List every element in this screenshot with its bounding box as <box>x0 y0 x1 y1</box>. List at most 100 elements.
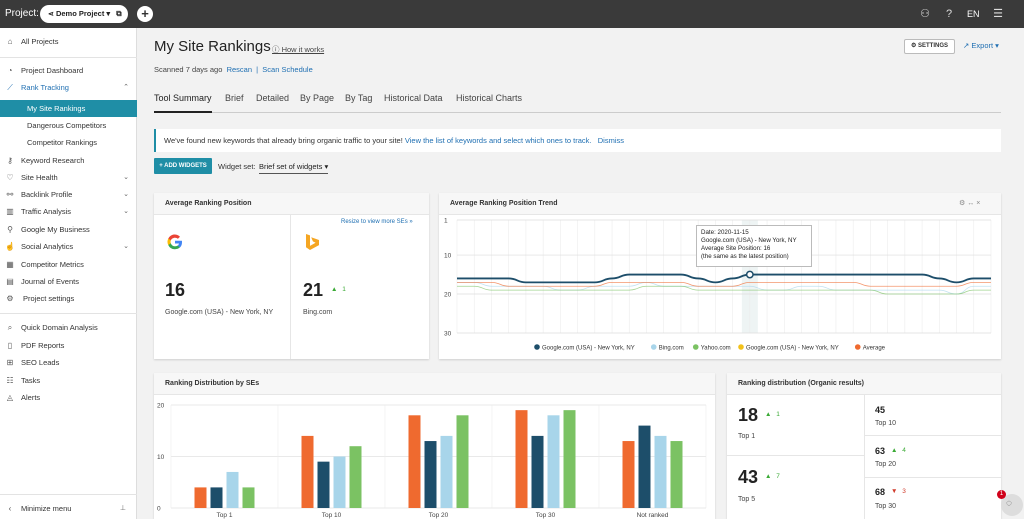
y-tick-label: 10 <box>444 253 452 260</box>
external-link-icon[interactable]: ⧉ <box>116 9 122 18</box>
sidebar-item-project-dashboard[interactable]: ◔ Project Dashboard <box>0 63 137 80</box>
bar <box>210 487 223 508</box>
tab-historical-data[interactable]: Historical Data <box>384 93 443 103</box>
scan-schedule-link[interactable]: Scan Schedule <box>262 65 313 74</box>
sidebar-item-competitor-metrics[interactable]: ▦ Competitor Metrics <box>6 260 84 269</box>
rescan-link[interactable]: Rescan <box>226 65 252 74</box>
series-line <box>457 281 991 287</box>
chevron-up-icon: ⌃ <box>123 84 129 91</box>
y-tick-label: 0 <box>157 506 161 513</box>
resize-hint-link[interactable]: Resize to view more SEs » <box>341 219 413 225</box>
top20-change: ▲ 4 <box>891 447 906 454</box>
help-icon[interactable]: ? <box>945 8 953 20</box>
y-tick-label: 1 <box>444 218 448 225</box>
tab-brief[interactable]: Brief <box>225 93 244 103</box>
sidebar-item-all-projects[interactable]: ⌂ All Projects <box>0 34 137 51</box>
hover-point <box>745 270 754 279</box>
widget-set-label: Widget set: <box>218 162 256 171</box>
export-button[interactable]: ↗ Export ▾ <box>963 41 999 50</box>
sidebar-item-quick-domain-analysis[interactable]: ⌕ Quick Domain Analysis <box>0 320 137 337</box>
sidebar-item-traffic-analysis[interactable]: ▥ Traffic Analysis ⌄ <box>6 207 129 216</box>
bar <box>563 410 576 508</box>
sidebar-item-my-site-rankings[interactable]: My Site Rankings <box>0 100 137 117</box>
caret-down-icon: ▾ <box>995 41 999 50</box>
table-icon: ▦ <box>6 260 14 269</box>
top20-label: Top 20 <box>875 461 897 468</box>
dismiss-link[interactable]: Dismiss <box>597 136 625 145</box>
tab-historical-charts[interactable]: Historical Charts <box>456 93 523 103</box>
sidebar-item-journal-of-events[interactable]: ▤ Journal of Events <box>6 277 79 286</box>
chart-line-icon: ⟋ <box>7 83 13 92</box>
heartbeat-icon: ♡ <box>6 173 14 182</box>
chevron-down-icon: ⌄ <box>123 191 129 198</box>
sidebar-item-site-health[interactable]: ♡ Site Health ⌄ <box>6 173 129 182</box>
tab-detailed[interactable]: Detailed <box>256 93 290 103</box>
sidebar-item-rank-tracking[interactable]: ⟋ Rank Tracking ⌃ <box>0 80 137 97</box>
x-tick-label: Top 30 <box>536 512 556 519</box>
page-title: My Site Rankings <box>154 38 271 55</box>
chat-button[interactable]: ◌ <box>1001 494 1023 516</box>
close-icon[interactable]: × <box>976 200 981 207</box>
divider <box>864 477 1001 478</box>
tab-by-page[interactable]: By Page <box>300 93 335 103</box>
sidebar-item-alerts[interactable]: ◬ Alerts <box>6 393 41 402</box>
users-icon[interactable]: ⚇ <box>920 8 930 20</box>
sidebar-item-competitor-rankings[interactable]: Competitor Rankings <box>27 138 98 147</box>
top1-change: ▲ 1 <box>765 411 780 418</box>
divider <box>864 435 1001 436</box>
card-controls: ⚙ ↔ × <box>959 199 980 207</box>
scan-info: Scanned 7 days ago Rescan | Scan Schedul… <box>154 65 313 74</box>
notice-banner: We've found new keywords that already br… <box>154 129 1001 152</box>
tab-tool-summary[interactable]: Tool Summary <box>154 93 212 113</box>
share-arrow-icon: ↗ <box>963 41 970 50</box>
sidebar-item-project-settings[interactable]: ⚙ Project settings <box>6 294 75 303</box>
share-icon: ⋖ <box>48 11 54 18</box>
menu-icon[interactable]: ☰ <box>993 8 1003 20</box>
how-it-works-link[interactable]: ⓘ How it works <box>272 45 325 54</box>
google-avg-position: 16 <box>165 280 186 300</box>
key-icon: ⚷ <box>7 156 13 165</box>
top5-label: Top 5 <box>738 496 756 503</box>
link-icon: ⚯ <box>6 190 14 199</box>
bar <box>424 441 437 508</box>
divider <box>727 455 864 456</box>
sidebar-item-backlink-profile[interactable]: ⚯ Backlink Profile ⌄ <box>6 190 129 199</box>
series-line <box>456 285 991 295</box>
top5-change: ▲ 7 <box>765 473 780 480</box>
separator: | <box>256 65 259 74</box>
sidebar-item-seo-leads[interactable]: ⊞ SEO Leads <box>6 358 60 367</box>
view-keywords-link[interactable]: View the list of keywords and select whi… <box>404 136 592 145</box>
legend-label: Yahoo.com <box>701 346 731 352</box>
top20-value: 63 <box>875 446 886 456</box>
legend-label: Google.com (USA) - New York, NY <box>542 346 635 352</box>
language-selector[interactable]: EN <box>967 9 980 19</box>
chart-tooltip: Date: 2020-11-15 Google.com (USA) - New … <box>696 225 812 267</box>
y-tick-label: 10 <box>157 454 165 461</box>
sidebar-item-social-analytics[interactable]: ☝ Social Analytics ⌄ <box>5 242 129 251</box>
bar <box>194 487 207 508</box>
tab-by-tag[interactable]: By Tag <box>345 93 373 103</box>
pin-icon[interactable]: ⊥ <box>119 505 126 512</box>
organic-distribution-card: Ranking distribution (Organic results) 1… <box>727 373 1001 519</box>
sidebar-item-pdf-reports[interactable]: ▯ PDF Reports <box>0 338 137 355</box>
sidebar-item-google-my-business[interactable]: ⚲ Google My Business <box>0 222 137 239</box>
resize-icon[interactable]: ↔ <box>967 200 975 207</box>
gear-icon[interactable]: ⚙ <box>959 200 966 207</box>
sidebar-item-dangerous-competitors[interactable]: Dangerous Competitors <box>27 121 107 130</box>
sidebar-item-tasks[interactable]: ☷ Tasks <box>6 376 41 385</box>
add-project-button[interactable]: + <box>137 6 153 22</box>
ranking-trend-card: Average Ranking Position Trend ⚙ ↔ × 1 10… <box>439 193 1001 359</box>
chevron-left-icon: ‹ <box>8 504 12 513</box>
sidebar-item-keyword-research[interactable]: ⚷ Keyword Research <box>0 153 137 170</box>
settings-button[interactable]: ⚙ SETTINGS <box>904 39 955 54</box>
bar <box>349 446 362 508</box>
project-selector[interactable]: ⋖ Demo Project ▾ ⧉ <box>40 5 128 23</box>
bar <box>242 487 255 508</box>
minimize-menu-button[interactable]: ‹ Minimize menu ⊥ <box>0 501 137 518</box>
legend-marker <box>738 344 744 350</box>
trend-chart: 1 10 20 30 Google.com (USA) - New York, NY Bi… <box>444 218 992 352</box>
widget-set-select[interactable]: Brief set of widgets ▾ <box>259 162 329 174</box>
top1-value: 18 <box>738 405 759 425</box>
add-widgets-button[interactable]: + ADD WIDGETS <box>154 158 212 174</box>
bar <box>531 435 544 508</box>
